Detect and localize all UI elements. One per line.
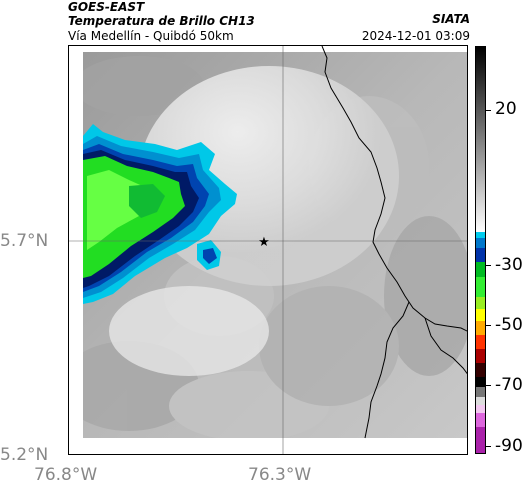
agency-label: SIATA	[432, 12, 470, 26]
boundary-line-se	[424, 317, 467, 375]
lon-tick-label: 76.8°W	[34, 465, 98, 485]
temperature-colorbar	[475, 46, 486, 454]
colorbar-label: -30	[495, 255, 523, 275]
cold-cloud-top	[83, 124, 237, 304]
timestamp: 2024-12-01 03:09	[361, 29, 470, 43]
star-icon: ★	[258, 235, 270, 250]
lat-tick-label: 5.7°N	[0, 231, 49, 251]
lon-tick-label: 76.3°W	[248, 465, 312, 485]
colorbar-label: -70	[495, 375, 523, 395]
colorbar-tick	[486, 110, 491, 111]
colorbar-tick	[486, 325, 491, 326]
lat-tick-label: 5.2°N	[0, 445, 49, 465]
product-title: Temperatura de Brillo CH13	[68, 14, 255, 28]
colorbar-label: -50	[495, 315, 523, 335]
route-subtitle: Vía Medellín - Quibdó 50km	[68, 29, 234, 43]
colorbar-tick	[486, 385, 491, 386]
no-data-left	[69, 46, 83, 454]
colorbar-tick	[486, 265, 491, 266]
boundary-line-south	[364, 301, 410, 439]
no-data-bottom	[69, 438, 467, 454]
colorbar-label: -90	[495, 436, 523, 456]
colorbar-tick	[486, 446, 491, 447]
satellite-map: ★	[68, 45, 468, 455]
satellite-title: GOES-EAST	[68, 0, 145, 14]
colorbar-label: 20	[495, 99, 517, 119]
